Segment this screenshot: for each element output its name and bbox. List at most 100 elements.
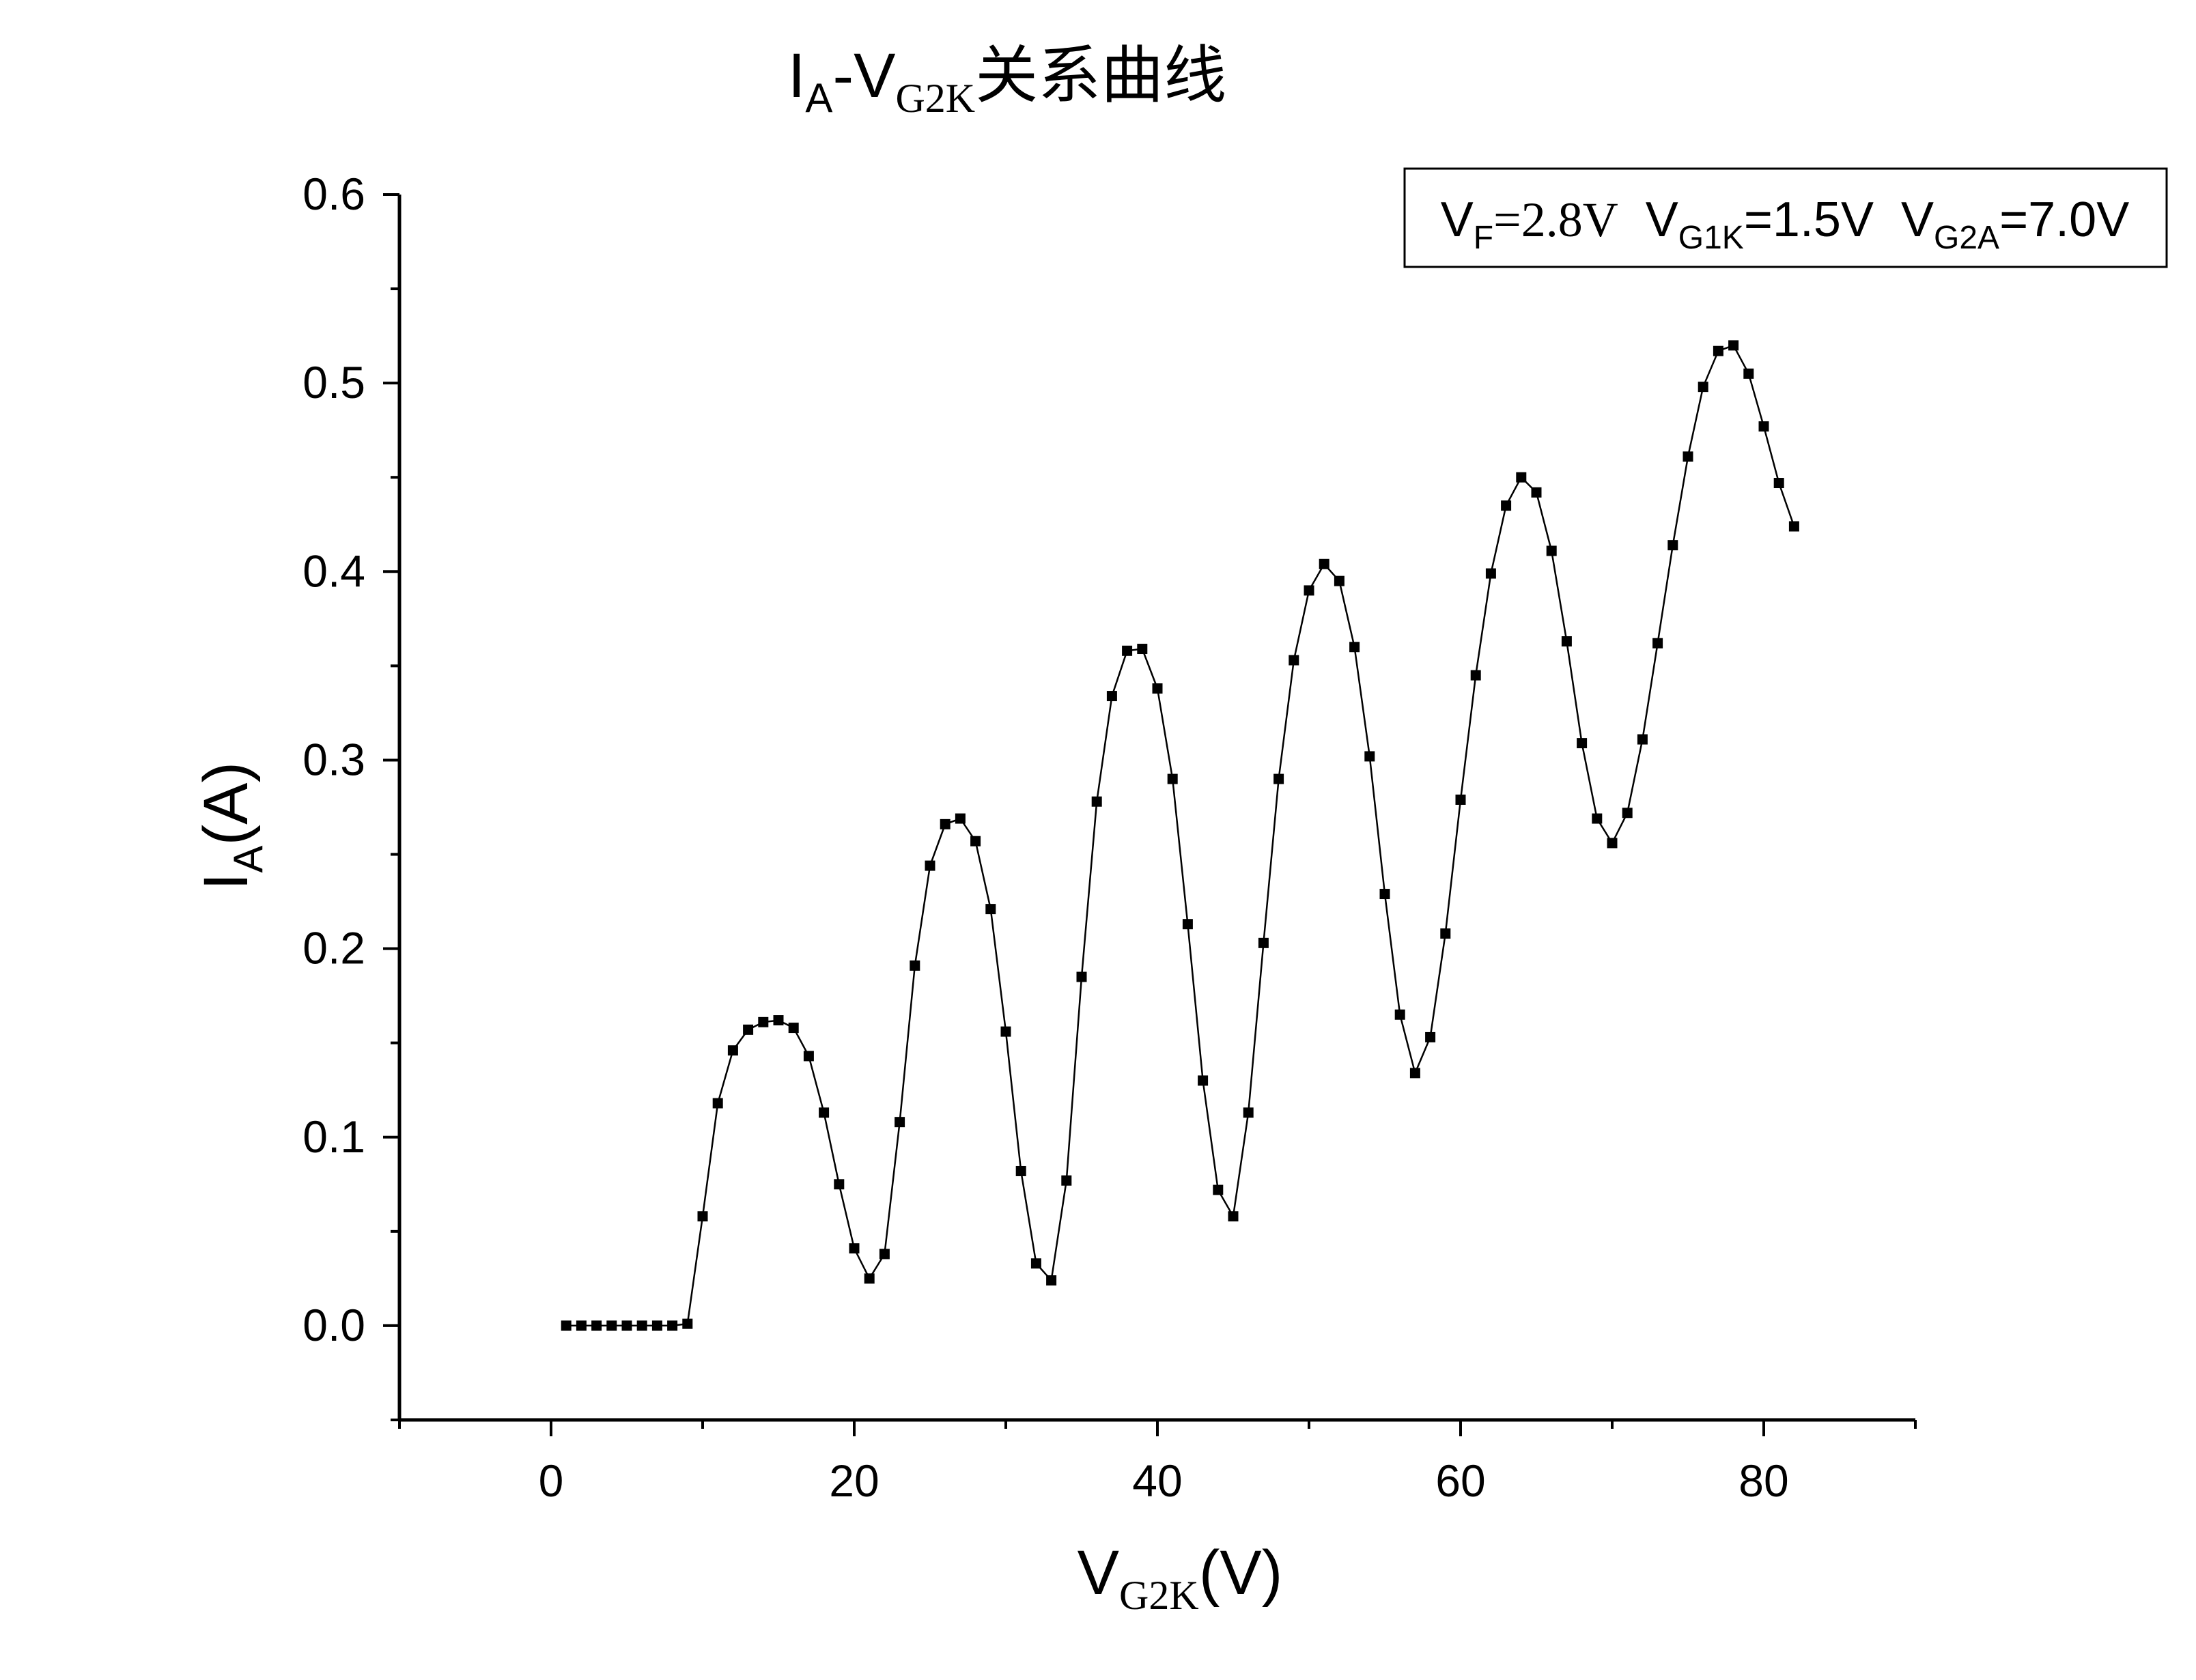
data-point: [940, 818, 951, 829]
data-point: [667, 1320, 678, 1331]
legend-vg2a-sub: G2A: [1934, 220, 1999, 256]
data-point: [1758, 421, 1769, 432]
y-tick-label: 0.1: [302, 1111, 365, 1162]
title-dash: -V: [832, 41, 895, 111]
data-point: [1607, 838, 1618, 849]
legend-vg2a-value: =7.0V: [1999, 193, 2129, 247]
data-point: [636, 1320, 647, 1331]
data-point: [1334, 575, 1345, 586]
data-point: [1592, 813, 1603, 824]
data-point: [697, 1211, 708, 1222]
data-point: [1561, 636, 1572, 646]
y-label-suffix: (A): [191, 762, 261, 846]
y-label-main: I: [191, 873, 261, 891]
data-point: [1182, 919, 1193, 930]
data-point: [955, 813, 966, 824]
y-label-sub: A: [225, 846, 271, 873]
data-point: [1152, 683, 1163, 694]
data-point: [591, 1320, 602, 1331]
data-point: [1637, 734, 1648, 745]
data-point: [864, 1273, 875, 1284]
plot-axes: [397, 195, 1915, 1422]
data-point: [1061, 1175, 1072, 1186]
data-point: [1546, 545, 1557, 556]
data-point: [1379, 889, 1390, 900]
data-point: [1273, 773, 1284, 784]
data-point: [1728, 340, 1739, 351]
data-point: [1015, 1165, 1026, 1176]
data-point: [561, 1320, 572, 1331]
data-point: [1228, 1211, 1239, 1222]
data-point: [819, 1107, 830, 1118]
legend-text: VF=2.8V VG1K=1.5V VG2A=7.0V: [1441, 193, 2129, 256]
x-tick-label: 80: [1738, 1455, 1788, 1506]
data-point: [895, 1117, 905, 1128]
legend: VF=2.8V VG1K=1.5V VG2A=7.0V: [1403, 167, 2168, 268]
title-main-sub: A: [805, 75, 832, 121]
data-point: [879, 1249, 890, 1259]
series-line: [566, 344, 1795, 1327]
legend-vf-value: =2.8V: [1493, 193, 1618, 247]
data-point: [1394, 1009, 1405, 1020]
x-tick-label: 0: [539, 1455, 564, 1506]
data-point: [727, 1045, 738, 1056]
data-point: [743, 1024, 754, 1035]
data-point: [1743, 368, 1754, 379]
data-point: [1030, 1258, 1041, 1269]
data-point: [758, 1016, 769, 1027]
chart-title: IA-VG2K关系曲线: [788, 39, 1226, 121]
data-point: [1440, 928, 1451, 939]
data-point: [1531, 487, 1542, 498]
data-point: [1577, 738, 1588, 749]
y-tick-label: 0.3: [302, 734, 365, 784]
title-main: I: [788, 41, 806, 111]
y-tick-label: 0.2: [302, 923, 365, 973]
y-tick-label: 0.0: [302, 1300, 365, 1350]
data-point: [849, 1243, 860, 1254]
data-point: [1349, 642, 1360, 653]
data-point: [1091, 796, 1102, 807]
data-point: [1046, 1275, 1057, 1286]
data-point: [1788, 521, 1799, 532]
x-tick-label: 40: [1132, 1455, 1182, 1506]
x-tick-label: 20: [829, 1455, 879, 1506]
y-tick-label: 0.4: [302, 545, 365, 596]
data-point: [1243, 1107, 1254, 1118]
data-point: [910, 960, 920, 971]
data-point: [1485, 568, 1496, 579]
data-point: [1455, 794, 1466, 805]
data-point: [1698, 382, 1708, 393]
data-point: [803, 1051, 814, 1062]
data-point: [1425, 1031, 1436, 1042]
data-point: [712, 1098, 723, 1109]
data-point: [1409, 1068, 1420, 1079]
data-point: [1106, 691, 1117, 702]
data-point: [834, 1179, 845, 1190]
x-axis-ticks: 0 20 40 60 80: [398, 1420, 1917, 1506]
y-tick-label: 0.5: [302, 357, 365, 408]
data-point: [1122, 645, 1133, 656]
data-point: [1167, 773, 1178, 784]
legend-vg1k-value: =1.5V: [1744, 193, 1874, 247]
data-point: [606, 1320, 617, 1331]
x-tick-label: 60: [1435, 1455, 1485, 1506]
data-point: [1622, 808, 1633, 818]
title-suffix: 关系曲线: [975, 39, 1226, 112]
data-point: [1713, 345, 1723, 356]
data-point: [970, 836, 981, 846]
data-point: [621, 1320, 632, 1331]
data-point: [1667, 540, 1678, 551]
data-point: [1652, 638, 1663, 649]
data-point: [1304, 585, 1314, 596]
data-point: [985, 904, 996, 915]
legend-vf-sub: F: [1474, 220, 1493, 256]
data-point: [1289, 655, 1299, 666]
series-markers: [561, 340, 1799, 1331]
data-point: [1364, 751, 1375, 762]
data-point: [1076, 971, 1087, 982]
data-point: [773, 1015, 784, 1026]
data-point: [1501, 500, 1512, 511]
legend-vf-main: V: [1441, 193, 1474, 247]
legend-vg2a-main: V: [1901, 193, 1934, 247]
